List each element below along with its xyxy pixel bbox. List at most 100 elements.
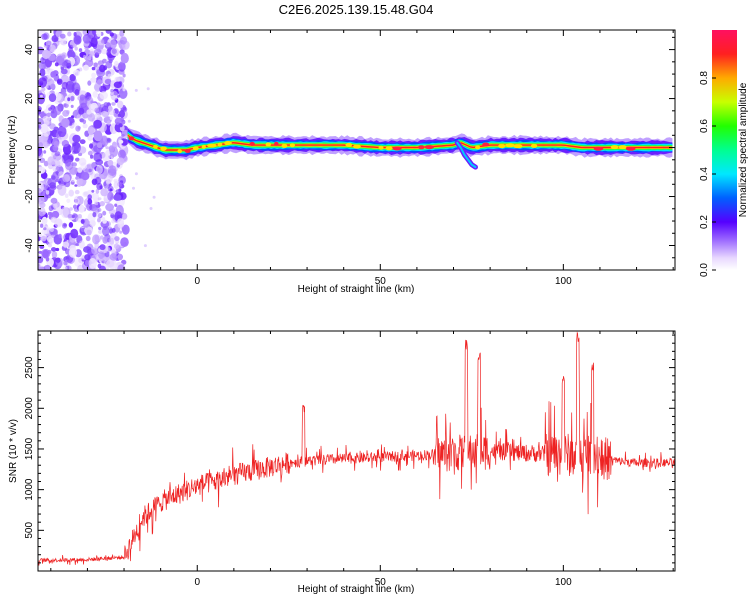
- noise-speckle: [74, 189, 80, 195]
- noise-speckle: [60, 206, 69, 218]
- noise-speckle: [68, 189, 74, 197]
- noise-speckle: [100, 38, 106, 44]
- snr-y-label: SNR (10 * v/v): [8, 419, 19, 483]
- noise-speckle: [96, 79, 103, 85]
- noise-speckle: [94, 201, 99, 206]
- noise-speckle: [52, 203, 58, 209]
- noise-speckle: [109, 237, 115, 245]
- noise-speckle: [77, 167, 83, 173]
- noise-speckle: [58, 180, 62, 184]
- noise-speckle: [73, 69, 80, 77]
- noise-speckle: [97, 197, 102, 201]
- noise-speckle: [62, 266, 68, 270]
- noise-speckle: [94, 107, 99, 113]
- noise-speckle: [95, 165, 103, 175]
- noise-speckle: [53, 105, 62, 116]
- spectrogram-x-label: Height of straight line (km): [298, 284, 415, 295]
- noise-speckle: [97, 217, 101, 223]
- signal-blob: [513, 144, 523, 149]
- colorbar: 0.0 0.2 0.4 0.6 0.8 Normalized spectral ampl…: [699, 30, 749, 277]
- y-tick-label: 2500: [24, 356, 35, 379]
- noise-speckle: [77, 214, 83, 219]
- x-tick-label: 0: [194, 577, 200, 588]
- noise-speckle: [149, 207, 153, 210]
- signal-blob: [201, 144, 206, 149]
- signal-blob: [505, 143, 515, 148]
- noise-speckle: [86, 229, 92, 236]
- noise-speckle: [90, 77, 97, 83]
- y-tick-label: -40: [24, 238, 35, 253]
- noise-speckle: [49, 212, 53, 216]
- noise-speckle: [51, 247, 57, 252]
- noise-speckle: [118, 149, 126, 159]
- noise-speckle: [51, 251, 58, 259]
- noise-speckle: [93, 48, 102, 55]
- y-tick-label: 40: [24, 44, 35, 56]
- noise-speckle: [63, 103, 67, 107]
- noise-speckle: [41, 216, 48, 225]
- noise-speckle: [73, 32, 77, 37]
- colorbar-tick-label: 0.8: [699, 71, 710, 85]
- noise-speckle: [60, 74, 70, 85]
- noise-speckle: [87, 126, 95, 136]
- noise-speckle: [91, 246, 98, 255]
- noise-speckle: [107, 191, 114, 201]
- signal-blob: [224, 141, 232, 145]
- noise-speckle: [92, 212, 97, 218]
- noise-speckle: [74, 198, 80, 205]
- noise-speckle: [40, 235, 47, 242]
- noise-speckle: [44, 69, 50, 75]
- signal-blob: [192, 146, 199, 151]
- signal-blob: [160, 146, 167, 151]
- signal-blob: [593, 146, 604, 151]
- noise-speckle: [99, 91, 108, 100]
- signal-blob: [418, 145, 425, 150]
- noise-speckle: [55, 155, 64, 167]
- y-tick-label: 1500: [24, 437, 35, 460]
- signal-blob: [378, 145, 384, 150]
- noise-speckle: [38, 119, 44, 126]
- noise-speckle: [100, 111, 109, 118]
- noise-speckle: [87, 198, 93, 205]
- noise-speckle: [118, 123, 123, 128]
- noise-speckle: [87, 194, 92, 200]
- noise-speckle: [74, 184, 78, 187]
- noise-speckle: [60, 33, 66, 39]
- noise-speckle: [48, 93, 57, 102]
- noise-speckle: [87, 55, 92, 61]
- noise-speckle: [96, 30, 102, 37]
- noise-speckle: [102, 210, 107, 216]
- noise-speckle: [117, 218, 124, 225]
- noise-speckle: [73, 204, 77, 209]
- signal-blob: [128, 136, 135, 141]
- noise-speckle: [105, 146, 109, 150]
- noise-speckle: [90, 42, 94, 47]
- spectrogram-image: [38, 30, 673, 270]
- noise-speckle: [122, 73, 126, 78]
- noise-speckle: [40, 223, 44, 228]
- noise-speckle: [91, 66, 96, 71]
- noise-speckle: [41, 93, 46, 99]
- noise-speckle: [38, 206, 46, 217]
- noise-speckle: [48, 205, 54, 212]
- noise-speckle: [110, 90, 119, 101]
- noise-speckle: [62, 174, 71, 183]
- noise-speckle: [38, 142, 44, 149]
- noise-speckle: [61, 118, 70, 128]
- noise-speckle: [93, 119, 102, 129]
- noise-speckle: [99, 244, 106, 251]
- noise-speckle: [75, 125, 81, 132]
- noise-speckle: [143, 244, 147, 248]
- noise-speckle: [50, 71, 57, 78]
- noise-speckle: [111, 48, 117, 54]
- noise-speckle: [68, 222, 74, 228]
- spectrogram-y-axis: -40 -20 0 20 40: [24, 36, 675, 271]
- spectrogram-frame: [37, 29, 676, 271]
- noise-speckle: [115, 205, 124, 217]
- noise-speckle: [39, 94, 43, 98]
- noise-speckle: [55, 178, 60, 183]
- noise-speckle: [64, 193, 69, 198]
- noise-speckle: [84, 254, 91, 261]
- noise-speckle: [52, 144, 59, 152]
- y-tick-label: 2000: [24, 397, 35, 420]
